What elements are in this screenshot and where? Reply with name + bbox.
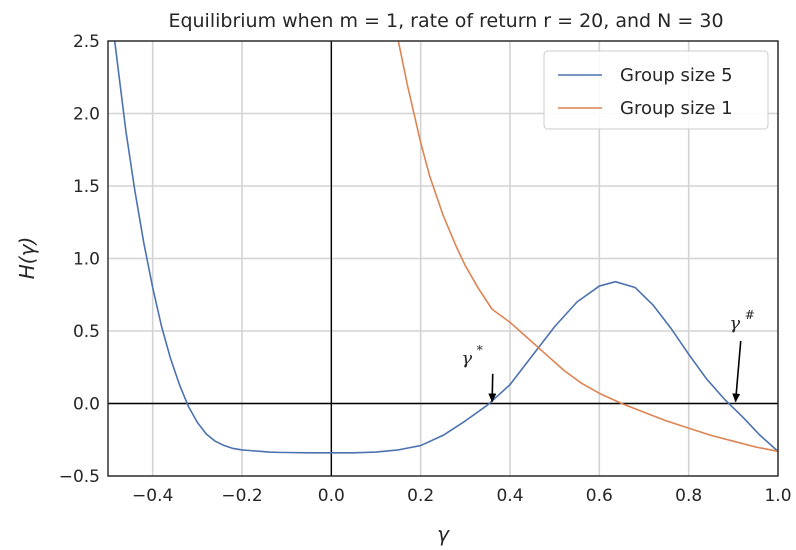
x-axis-label: γ: [437, 522, 450, 546]
legend-entry: Group size 5: [620, 65, 733, 86]
x-tick-label: −0.2: [221, 486, 262, 506]
legend-box: [543, 50, 769, 130]
annotation-arrow: [732, 340, 742, 403]
y-tick-label: 1.0: [73, 250, 100, 270]
x-tick-label: 0.2: [407, 486, 434, 506]
x-tick-label: 0.0: [318, 486, 345, 506]
x-tick-label: 0.8: [675, 486, 702, 506]
x-tick-label: 0.4: [496, 486, 523, 506]
x-tick-label: 0.6: [586, 486, 613, 506]
series-lines: [113, 41, 778, 454]
y-tick-label: 1.5: [73, 177, 100, 197]
x-tick-labels: −0.4 −0.2 0.0 0.2 0.4 0.6 0.8 1.0: [132, 486, 791, 506]
plot-frame: [107, 40, 779, 477]
annotation-gamma-hash: γ: [729, 313, 740, 334]
axes-frame: [107, 40, 779, 477]
annotations: γ * γ #: [461, 308, 755, 403]
reference-lines: [108, 41, 778, 476]
series-line-group-size-5: [113, 41, 778, 454]
x-tick-label: −0.4: [132, 486, 173, 506]
y-tick-label: 2.0: [73, 105, 100, 125]
annotation-arrow: [488, 373, 497, 403]
chart-title: Equilibrium when m = 1, rate of return r…: [168, 10, 723, 32]
y-tick-label: 0.5: [73, 322, 100, 342]
y-tick-label: −0.5: [59, 467, 100, 487]
y-tick-label: 2.5: [73, 32, 100, 52]
series-line-group-size-1: [397, 41, 778, 453]
y-tick-labels: −0.5 0.0 0.5 1.0 1.5 2.0 2.5: [59, 32, 100, 487]
x-tick-label: 1.0: [764, 486, 791, 506]
annotation-superscript: #: [745, 308, 755, 322]
legend: Group size 5 Group size 1: [543, 50, 769, 130]
y-tick-label: 0.0: [73, 395, 100, 415]
legend-entry: Group size 1: [620, 98, 733, 119]
annotation-gamma-star: γ: [461, 348, 472, 369]
annotation-superscript: *: [477, 343, 483, 357]
y-axis-label: H(γ): [15, 237, 39, 279]
